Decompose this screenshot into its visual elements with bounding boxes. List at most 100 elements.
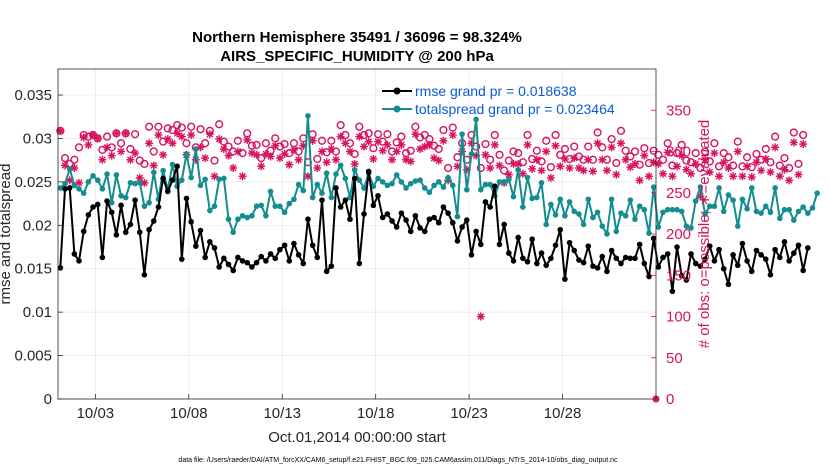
obs-evaluated-marker: [131, 149, 140, 158]
y-right-tick-label: 350: [666, 102, 691, 119]
totalspread-point: [534, 194, 540, 201]
totalspread-point: [604, 231, 610, 237]
totalspread-point: [515, 166, 521, 173]
totalspread-point: [706, 203, 713, 210]
obs-evaluated-marker: [766, 168, 775, 177]
obs-evaluated-marker: [117, 147, 126, 156]
rmse-point: [155, 204, 162, 210]
obs-evaluated-marker: [757, 166, 766, 175]
obs-possible-marker: [313, 154, 322, 164]
obs-evaluated-marker: [556, 162, 565, 171]
totalspread-point: [594, 209, 601, 216]
obs-evaluated-marker: [75, 178, 84, 187]
rmse-point: [548, 255, 554, 262]
obs-possible-marker: [219, 137, 228, 146]
totalspread-point: [141, 203, 148, 210]
obs-evaluated-marker: [560, 154, 569, 163]
legend: rmse grand pr = 0.018638 totalspread gra…: [382, 83, 615, 117]
obs-evaluated-marker: [687, 169, 696, 178]
rmse-point: [118, 202, 124, 209]
obs-evaluated-marker: [439, 136, 448, 145]
rmse-point: [739, 240, 746, 247]
rmse-point: [720, 265, 727, 272]
obs-evaluated-marker: [602, 166, 611, 175]
rmse-point: [538, 250, 545, 256]
totalspread-point: [753, 208, 760, 215]
obs-possible-marker: [640, 144, 649, 153]
obs-evaluated-marker: [523, 140, 532, 149]
obs-evaluated-marker: [593, 139, 602, 148]
y-axis-label-right: # of obs: o=possible; ∗=evaluated: [696, 120, 713, 349]
obs-possible-marker: [682, 156, 691, 165]
rmse-point: [90, 204, 96, 210]
rmse-point: [627, 255, 634, 262]
totalspread-point: [230, 229, 236, 236]
rmse-point: [594, 265, 601, 271]
obs-evaluated-marker: [528, 164, 537, 173]
rmse-point: [375, 192, 381, 199]
totalspread-point: [688, 225, 694, 231]
totalspread-point: [193, 146, 199, 152]
totalspread-point: [445, 174, 451, 181]
rmse-point: [235, 254, 241, 261]
obs-evaluated-marker: [434, 156, 443, 165]
rmse-point: [632, 255, 638, 262]
totalspread-point: [510, 193, 517, 200]
obs-possible-marker: [60, 154, 70, 163]
rmse-point: [347, 216, 353, 223]
obs-possible-marker: [570, 142, 579, 151]
data-series: [57, 113, 820, 295]
totalspread-point: [244, 214, 251, 221]
obs-possible-marker: [224, 142, 233, 151]
obs-evaluated-marker: [570, 154, 579, 163]
x-tick-label: 10/28: [544, 405, 582, 422]
totalspread-point: [221, 175, 227, 182]
obs-possible-marker: [397, 132, 406, 141]
rmse-point: [244, 259, 251, 266]
totalspread-point: [660, 209, 666, 216]
obs-possible-marker: [74, 143, 84, 152]
obs-evaluated-marker: [378, 146, 387, 155]
totalspread-point: [800, 204, 806, 210]
obs-possible-marker: [149, 147, 158, 156]
totalspread-point: [585, 196, 592, 203]
rmse-point: [660, 254, 666, 261]
rmse-point: [426, 216, 433, 223]
totalspread-point: [179, 177, 185, 183]
obs-possible-marker: [481, 139, 490, 149]
obs-evaluated-marker: [103, 143, 112, 152]
totalspread-point: [351, 166, 358, 173]
rmse-point: [57, 265, 64, 271]
y-right-tick-label: 150: [666, 267, 691, 284]
obs-possible-marker: [126, 144, 135, 154]
y-tick-label: 0.035: [14, 87, 52, 104]
obs-possible-marker: [196, 125, 205, 134]
totalspread-point: [599, 223, 606, 229]
rmse-point: [122, 229, 129, 236]
obs-evaluated-marker: [673, 162, 682, 171]
obs-evaluated-marker: [630, 159, 639, 168]
obs-possible-marker: [514, 149, 523, 158]
obs-possible-marker: [271, 134, 280, 143]
totalspread-point: [482, 181, 489, 188]
totalspread-point: [781, 206, 788, 213]
totalspread-point: [627, 197, 634, 203]
x-tick-label: 10/13: [263, 405, 301, 422]
obs-possible-marker: [696, 163, 705, 173]
totalspread-point: [758, 210, 764, 216]
obs-possible-marker: [210, 156, 219, 165]
obs-possible-marker: [710, 139, 719, 148]
totalspread-point: [403, 185, 409, 191]
obs-evaluated-marker: [317, 147, 326, 156]
rmse-point: [534, 260, 540, 267]
totalspread-point: [473, 116, 479, 123]
rmse-point: [309, 242, 316, 249]
totalspread-point: [361, 185, 367, 191]
obs-evaluated-marker: [789, 138, 798, 147]
totalspread-point: [146, 199, 152, 206]
totalspread-point: [207, 207, 213, 214]
totalspread-point: [767, 209, 774, 216]
obs-evaluated-marker: [107, 151, 116, 160]
x-tick-label: 10/23: [450, 405, 488, 422]
rmse-point: [333, 185, 339, 191]
